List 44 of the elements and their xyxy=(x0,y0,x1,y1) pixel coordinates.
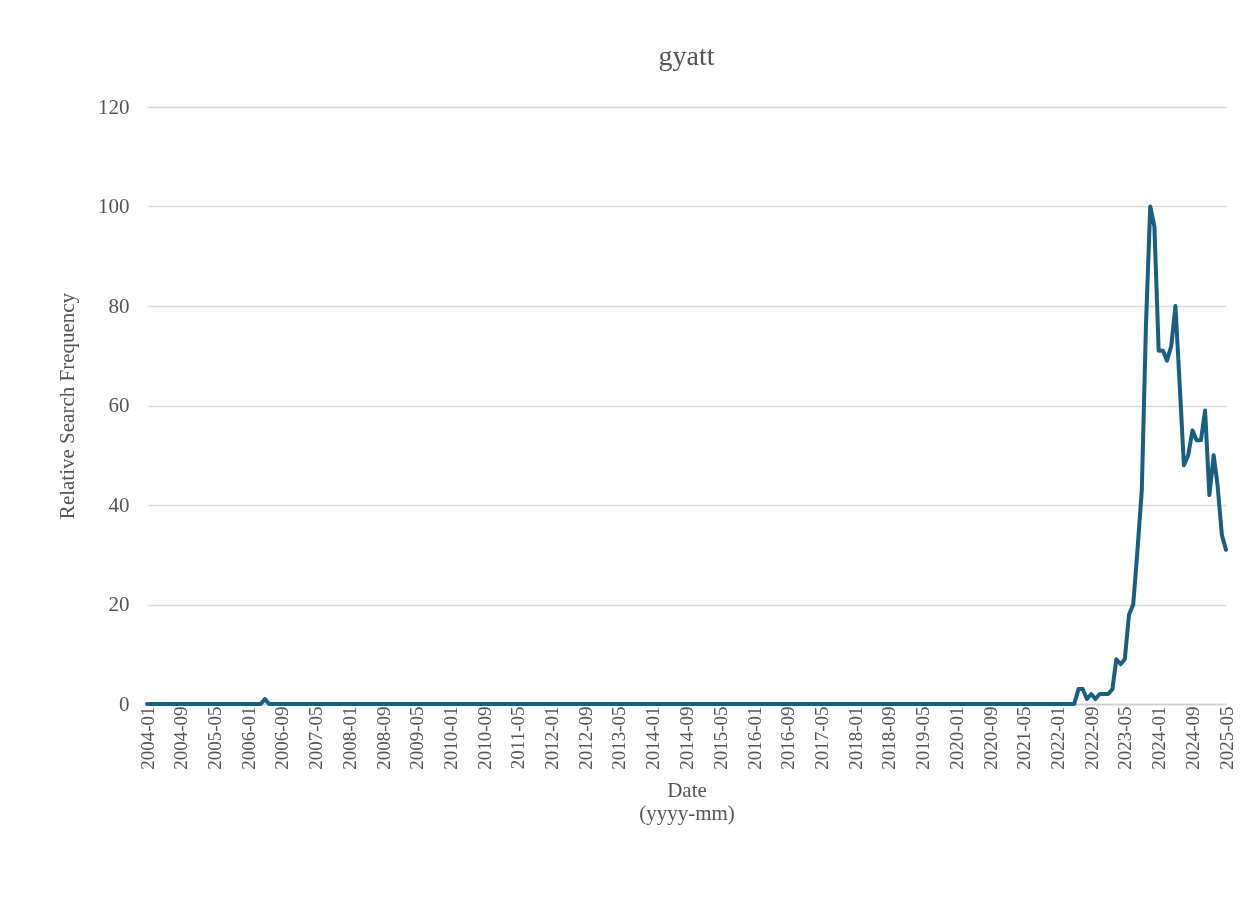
x-tick-label: 2018-09 xyxy=(878,706,900,770)
y-tick-label: 20 xyxy=(108,592,130,616)
x-tick-label: 2010-01 xyxy=(440,706,462,770)
x-tick-label: 2023-05 xyxy=(1114,706,1136,770)
y-tick-label: 100 xyxy=(98,194,130,218)
x-axis-title: Date (yyyy-mm) xyxy=(639,777,735,825)
x-tick-label: 2006-09 xyxy=(271,706,293,770)
x-tick-label: 2004-09 xyxy=(170,706,192,770)
x-tick-label: 2012-09 xyxy=(574,706,596,770)
y-tick-label: 120 xyxy=(98,94,130,119)
x-tick-label: 2019-05 xyxy=(911,706,933,770)
y-axis-title: Relative Search Frequency xyxy=(55,292,79,520)
x-tick-label: 2012-01 xyxy=(541,706,563,770)
y-tick-label: 40 xyxy=(108,492,130,517)
x-tick-label: 2016-09 xyxy=(777,706,799,770)
x-tick-label: 2020-09 xyxy=(979,706,1001,770)
x-tick-label: 2005-05 xyxy=(203,706,225,770)
x-tick-label: 2024-09 xyxy=(1181,706,1203,770)
x-tick-label: 2006-01 xyxy=(237,706,259,770)
x-tick-label: 2009-05 xyxy=(406,706,428,770)
x-tick-label: 2024-01 xyxy=(1148,706,1170,770)
x-tick-label: 2014-09 xyxy=(676,706,698,770)
x-tick-label: 2004-01 xyxy=(136,706,158,770)
x-tick-label: 2021-05 xyxy=(1013,706,1035,770)
chart-title: gyatt xyxy=(658,40,715,71)
x-tick-label: 2013-05 xyxy=(608,706,630,770)
x-tick-label: 2016-01 xyxy=(743,706,765,770)
x-tick-label: 2022-01 xyxy=(1047,706,1069,770)
x-tick-label: 2017-05 xyxy=(810,706,832,770)
x-tick-label: 2011-05 xyxy=(507,706,529,770)
x-tick-label: 2014-01 xyxy=(642,706,664,770)
x-tick-label: 2025-05 xyxy=(1215,706,1237,770)
x-tick-label: 2007-05 xyxy=(304,706,326,770)
x-tick-label: 2008-09 xyxy=(372,706,394,770)
x-tick-label: 2008-01 xyxy=(338,706,360,770)
x-tick-label: 2010-09 xyxy=(473,706,495,770)
x-tick-label: 2020-01 xyxy=(945,706,967,770)
y-tick-label: 0 xyxy=(119,691,130,716)
y-tick-label: 60 xyxy=(108,393,130,417)
x-tick-label: 2022-09 xyxy=(1080,706,1102,770)
x-tick-label: 2015-05 xyxy=(709,706,731,770)
line-series xyxy=(145,204,1228,706)
y-tick-label: 80 xyxy=(108,293,130,318)
x-tick-label: 2018-01 xyxy=(844,706,866,770)
